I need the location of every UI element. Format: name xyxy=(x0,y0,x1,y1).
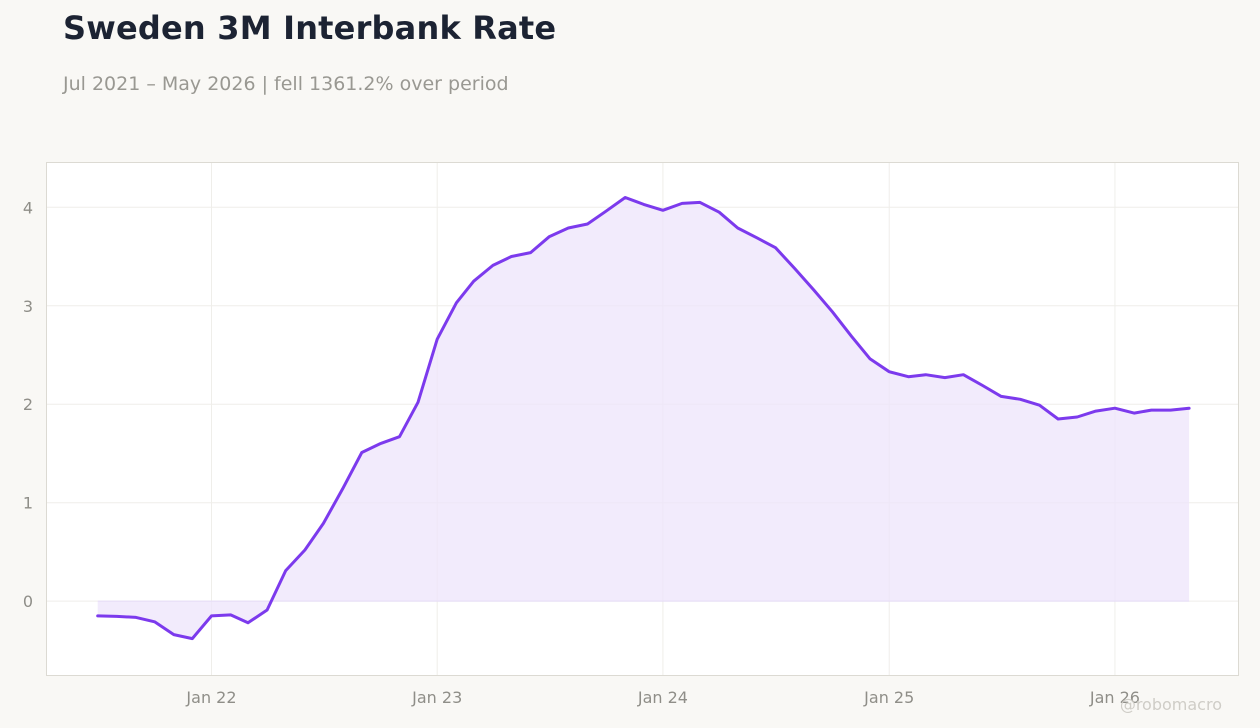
x-tick-label: Jan 22 xyxy=(185,688,236,707)
x-axis-ticks: Jan 22 Jan 23 Jan 24 Jan 25 Jan 26 xyxy=(185,688,1140,707)
y-tick-label: 0 xyxy=(23,592,33,611)
x-tick-label: Jan 25 xyxy=(863,688,914,707)
series-marks xyxy=(96,196,1191,641)
series-line xyxy=(96,196,1191,641)
y-tick-label: 4 xyxy=(23,198,33,217)
y-tick-label: 2 xyxy=(23,395,33,414)
y-axis-ticks: 0 1 2 3 4 xyxy=(23,198,33,611)
series-area xyxy=(97,197,1190,639)
x-tick-label: Jan 24 xyxy=(637,688,688,707)
chart-title: Sweden 3M Interbank Rate xyxy=(63,9,557,47)
x-tick-label: Jan 23 xyxy=(411,688,462,707)
chart-subtitle: Jul 2021 – May 2026 | fell 1361.2% over … xyxy=(63,73,509,95)
watermark: @robomacro xyxy=(1120,695,1222,714)
y-tick-label: 1 xyxy=(23,494,33,513)
y-tick-label: 3 xyxy=(23,297,33,316)
x-tick-label: Jan 26 xyxy=(1089,688,1140,707)
